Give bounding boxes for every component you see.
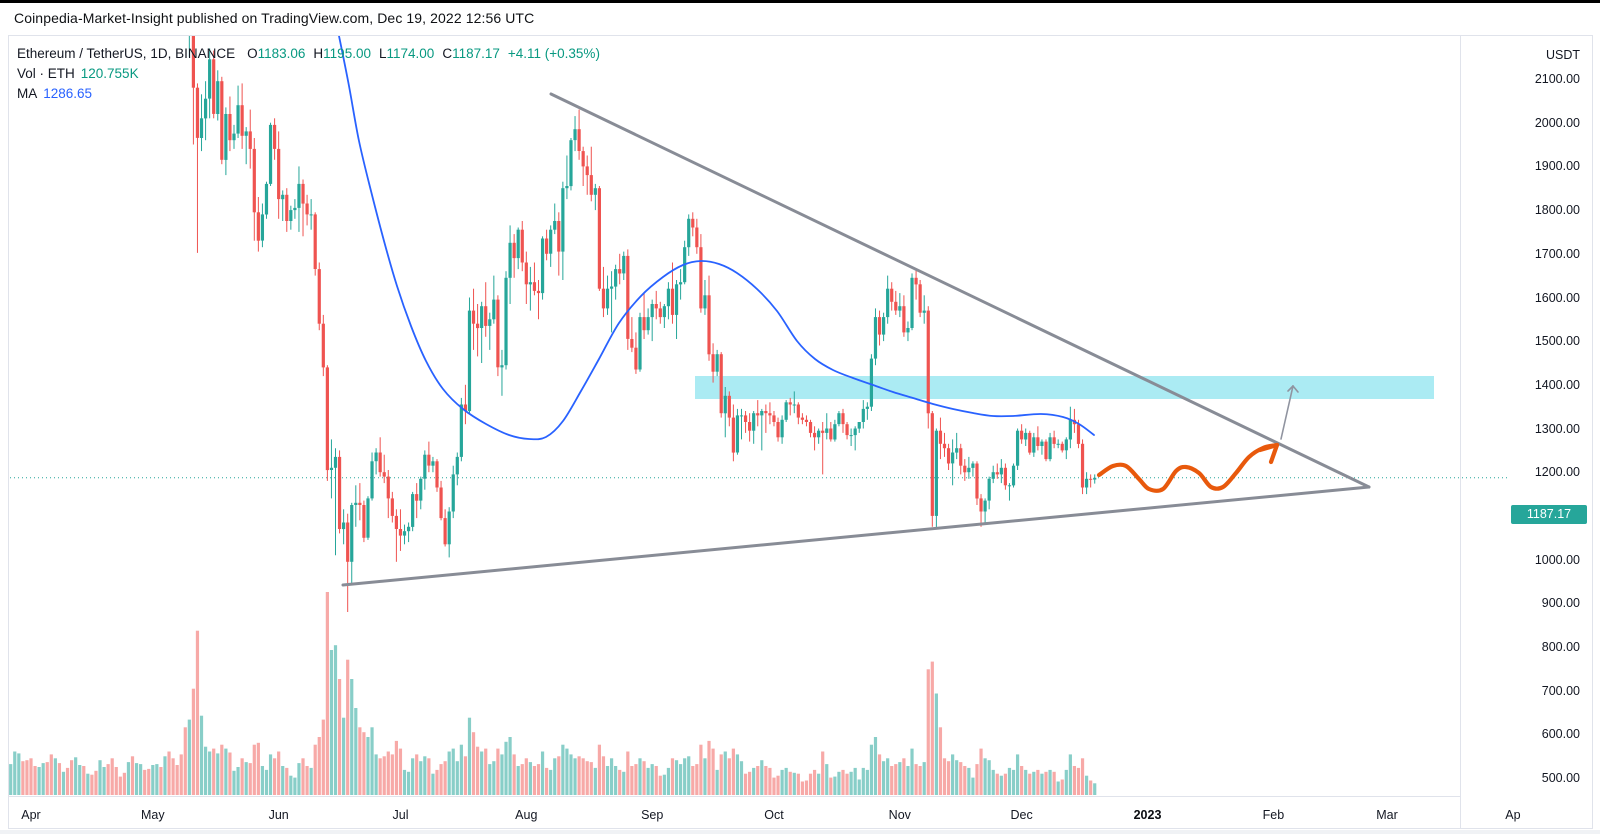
time-label-jun: Jun	[268, 808, 289, 822]
close-label: C	[442, 46, 453, 61]
moving-average-line[interactable]	[338, 36, 1095, 441]
time-label-mar: Mar	[1376, 808, 1398, 822]
legend-volume-row: Vol · ETH 120.755K	[17, 64, 600, 84]
close-value: 1187.17	[452, 46, 500, 61]
time-label-sep: Sep	[641, 808, 664, 822]
last-price-badge: 1187.17	[1511, 505, 1587, 524]
last-price-value: 1187.17	[1526, 507, 1572, 521]
time-label-jul: Jul	[392, 808, 409, 822]
price-tick: 1900.00	[1534, 159, 1580, 174]
price-tick: 700.00	[1541, 683, 1580, 698]
chart-container[interactable]: Ethereum / TetherUS, 1D, BINANCE O1183.06…	[8, 35, 1593, 829]
time-label-aug: Aug	[515, 808, 538, 822]
price-tick: 1600.00	[1534, 290, 1580, 305]
time-label-oct: Oct	[764, 808, 784, 822]
high-label: H	[313, 46, 324, 61]
price-tick: 1800.00	[1534, 203, 1580, 218]
price-tick: 1400.00	[1534, 377, 1580, 392]
legend-symbol-row: Ethereum / TetherUS, 1D, BINANCE O1183.06…	[17, 44, 600, 64]
ma-label: MA	[17, 86, 38, 101]
price-tick: 1300.00	[1534, 421, 1580, 436]
attribution-text: Coinpedia-Market-Insight published on Tr…	[14, 10, 535, 26]
time-label-feb: Feb	[1262, 808, 1285, 822]
resistance-zone[interactable]	[695, 376, 1434, 399]
price-tick: 1000.00	[1534, 552, 1580, 567]
price-axis[interactable]: USDT 2100.00 2000.00 1900.00 1800.00 1700.00…	[1459, 36, 1592, 830]
time-label-may: May	[140, 808, 165, 822]
volume-value: 120.755K	[80, 66, 139, 81]
candles-layer	[188, 36, 1097, 612]
symbol-title: Ethereum / TetherUS, 1D, BINANCE	[17, 46, 236, 61]
descending-trendline[interactable]	[549, 92, 1371, 489]
price-tick: 1500.00	[1534, 334, 1580, 349]
price-tick: 800.00	[1541, 640, 1580, 654]
ma-value: 1286.65	[43, 86, 93, 101]
change-value: +4.11 (+0.35%)	[507, 46, 600, 61]
time-label-dec: Dec	[1010, 808, 1033, 822]
price-tick: 900.00	[1541, 596, 1580, 611]
volume-bars-layer	[9, 592, 1097, 795]
price-tick: 2100.00	[1534, 72, 1580, 86]
price-chart-canvas[interactable]	[9, 36, 1592, 828]
ascending-trendline[interactable]	[341, 485, 1371, 587]
projection-wave-arrow[interactable]	[1096, 442, 1280, 493]
price-tick: 1700.00	[1534, 246, 1580, 261]
price-tick: 600.00	[1541, 727, 1580, 742]
high-value: 1195.00	[323, 46, 371, 61]
time-label-ap: Ap	[1505, 808, 1521, 822]
time-axis[interactable]: Apr May Jun Jul Aug Sep Oct Nov Dec 2023 Feb Mar Ap	[9, 802, 1594, 828]
price-axis-currency-label: USDT	[1545, 48, 1580, 62]
volume-label: Vol · ETH	[17, 66, 75, 81]
time-label-apr: Apr	[21, 808, 41, 822]
legend-ma-row: MA 1286.65	[17, 84, 600, 104]
time-label-nov: Nov	[888, 808, 911, 822]
price-tick: 2000.00	[1534, 115, 1580, 130]
attribution-bar: Coinpedia-Market-Insight published on Tr…	[14, 10, 534, 26]
window-top-strip	[0, 0, 1600, 3]
low-label: L	[378, 46, 387, 61]
bottom-strip	[0, 830, 1600, 834]
price-tick: 500.00	[1541, 771, 1580, 785]
price-tick: 1200.00	[1534, 465, 1580, 480]
low-value: 1174.00	[386, 46, 435, 61]
open-value: 1183.06	[257, 46, 306, 61]
breakout-arrow[interactable]	[1280, 385, 1299, 440]
time-label-2023: 2023	[1133, 808, 1162, 822]
chart-legend: Ethereum / TetherUS, 1D, BINANCE O1183.06…	[17, 44, 600, 104]
open-label: O	[247, 46, 258, 61]
